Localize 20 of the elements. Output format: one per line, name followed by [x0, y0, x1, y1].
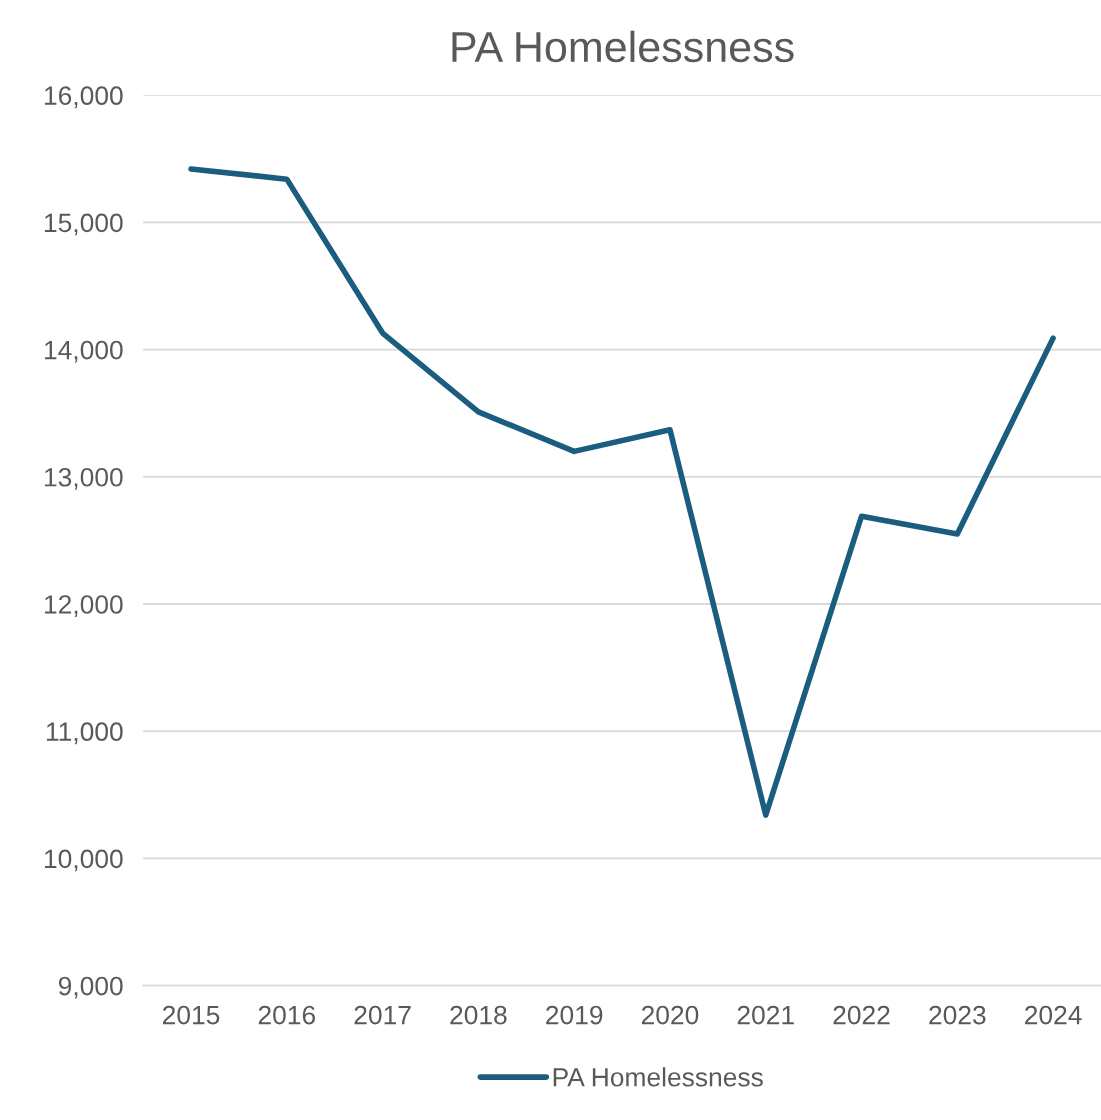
x-tick-label: 2016 — [258, 1005, 316, 1025]
y-tick-label: 16,000 — [44, 86, 123, 109]
x-tick-label: 2019 — [546, 1005, 603, 1025]
x-tick-label: 2018 — [450, 1005, 507, 1025]
y-tick-label: 13,000 — [44, 467, 123, 490]
y-tick-label: 9,000 — [58, 976, 123, 999]
y-tick-label: 14,000 — [44, 340, 123, 363]
x-tick-label: 2024 — [1025, 1005, 1082, 1025]
y-tick-label: 10,000 — [44, 849, 123, 872]
y-tick-label: 11,000 — [46, 722, 123, 745]
legend-label: PA Homelessness — [553, 1067, 763, 1087]
chart-title: PA Homelessness — [452, 30, 794, 63]
x-tick-label: 2017 — [354, 1005, 411, 1025]
x-tick-label: 2023 — [929, 1005, 986, 1025]
x-tick-label: 2021 — [737, 1005, 794, 1025]
x-tick-label: 2015 — [163, 1005, 220, 1025]
x-tick-label: 2022 — [833, 1005, 890, 1025]
y-tick-label: 15,000 — [44, 213, 123, 236]
x-tick-label: 2020 — [641, 1005, 699, 1025]
y-tick-label: 12,000 — [44, 595, 123, 617]
